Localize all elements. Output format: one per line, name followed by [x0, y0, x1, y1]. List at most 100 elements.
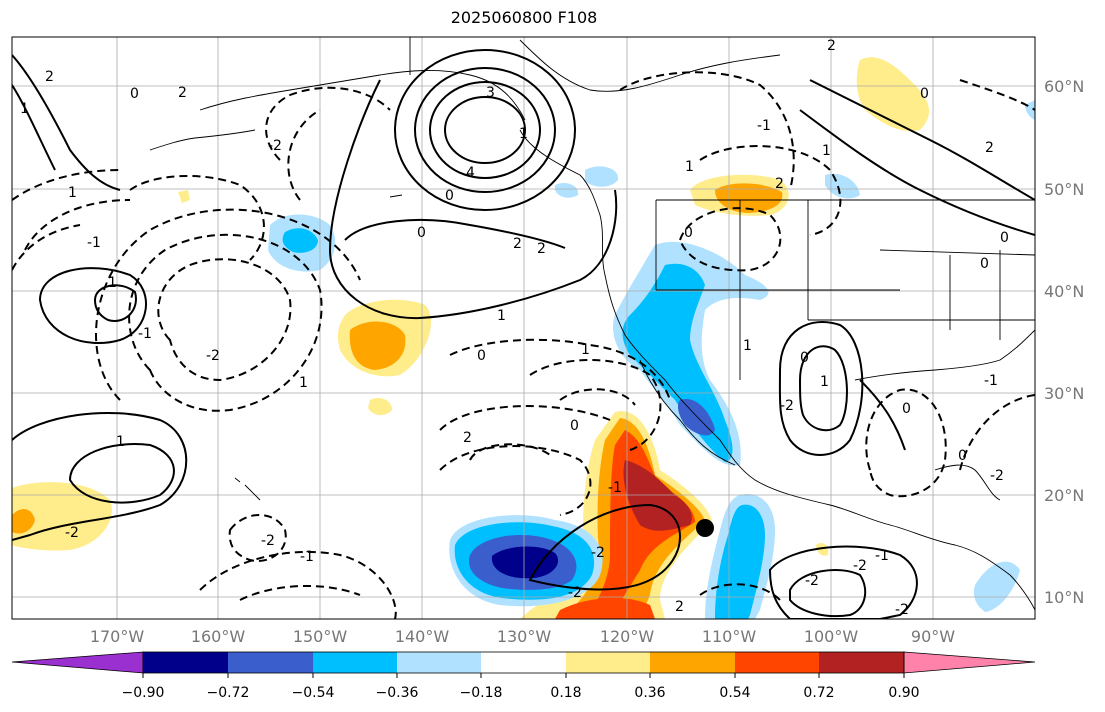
contour-label: 4: [466, 165, 475, 181]
contour-label: 1: [822, 143, 831, 159]
colorbar-label: −0.36: [376, 685, 419, 701]
contour-label: 1: [497, 308, 506, 324]
contour-label: 1: [685, 159, 694, 175]
contour-label: -2: [591, 545, 605, 561]
contour-label: 2: [513, 236, 522, 252]
contour-label: -2: [990, 468, 1004, 484]
positive-anomaly-nw-canada: [856, 57, 930, 132]
contour-label: -1: [984, 373, 998, 389]
lon-label: 170°W: [90, 627, 145, 646]
contour-label: 2: [827, 38, 836, 54]
colorbar-label: 0.72: [803, 685, 834, 701]
contour-label: 2: [463, 430, 472, 446]
positive-anomaly-ne-pacific-orange: [349, 321, 406, 370]
contour-label: 1: [68, 185, 77, 201]
contour-label: -1: [138, 326, 152, 342]
negative-anomaly-ne-pacific-blue: [282, 228, 318, 253]
colorbar-label: 0.18: [550, 685, 581, 701]
coastlines: [149, 37, 1035, 611]
lat-label: 40°N: [1044, 282, 1084, 301]
contour-label: 0: [980, 256, 989, 272]
dashed-contours: [12, 71, 1035, 619]
contour-label: 1: [581, 342, 590, 358]
negative-anomaly-caribbean: [973, 561, 1020, 612]
contour-label: 1: [108, 275, 117, 291]
lon-label: 130°W: [497, 627, 552, 646]
contour-label: -2: [65, 525, 79, 541]
colorbar-segment: [735, 652, 819, 673]
lon-label: 110°W: [702, 627, 757, 646]
colorbar-extend-high: [903, 651, 1036, 674]
colorbar-label: 0.90: [888, 685, 919, 701]
colorbar-label: −0.18: [460, 685, 503, 701]
positive-anomaly-canada-orange: [715, 183, 783, 213]
map-plot-area: [12, 37, 1035, 619]
negative-anomaly-coast: [555, 183, 579, 198]
colorbar-segment: [143, 652, 228, 673]
lat-label: 10°N: [1044, 588, 1084, 607]
contour-label: 0: [477, 348, 486, 364]
lon-label: 90°W: [911, 627, 955, 646]
contour-label: 0: [684, 225, 693, 241]
lon-label: 150°W: [293, 627, 348, 646]
contour-label: 2: [45, 69, 54, 85]
latitude-labels: 60°N 50°N 40°N 30°N 20°N 10°N: [1044, 77, 1084, 607]
negative-anomaly-bc: [585, 166, 619, 187]
colorbar-segment: [397, 652, 481, 673]
contour-label: -2: [805, 573, 819, 589]
negative-anomaly-mexico-blue: [715, 504, 765, 619]
colorbar-frame: [142, 651, 905, 674]
lon-label: 100°W: [804, 627, 859, 646]
contour-labels: 2 0 2 -1 1 1 2 0 3 1 4 0 2 2 1 0 -2 1 -1…: [20, 38, 1009, 618]
colorbar-ticks: [142, 673, 905, 678]
contour-label: 1: [820, 374, 829, 390]
lat-label: 50°N: [1044, 180, 1084, 199]
negative-anomaly-prairies: [825, 173, 860, 199]
lon-label: 120°W: [600, 627, 655, 646]
contour-label: 0: [130, 86, 139, 102]
positive-anomaly-hawaii-orange: [12, 508, 35, 534]
contour-label: 0: [417, 225, 426, 241]
colorbar-segment: [566, 652, 650, 673]
colorbar-segment: [228, 652, 313, 673]
contour-label: -2: [780, 398, 794, 414]
contour-label: -1: [875, 548, 889, 564]
map-title: 2025060800 F108: [450, 8, 598, 27]
lon-label: 160°W: [191, 627, 246, 646]
contour-label: 0: [800, 350, 809, 366]
colorbar-segment: [313, 652, 397, 673]
lat-label: 60°N: [1044, 77, 1084, 96]
colorbar-label: −0.54: [292, 685, 335, 701]
gridlines: [12, 37, 1035, 619]
contour-label: -1: [87, 235, 101, 251]
negative-anomaly-sw-us-core: [677, 399, 715, 436]
lat-label: 30°N: [1044, 384, 1084, 403]
contour-label: 0: [920, 86, 929, 102]
contour-label: 1: [20, 101, 29, 117]
colorbar: −0.90 −0.72 −0.54 −0.36 −0.18 0.18 0.36 …: [11, 651, 1036, 701]
shading: [12, 57, 1035, 619]
contour-label: 0: [902, 401, 911, 417]
contour-label: 0: [1000, 230, 1009, 246]
colorbar-segment: [650, 652, 735, 673]
negative-anomaly-pacific-core: [491, 546, 559, 579]
contour-label: 1: [519, 126, 528, 142]
colorbar-label: −0.72: [207, 685, 250, 701]
contour-label: -2: [261, 533, 275, 549]
map-frame: [11, 36, 1036, 620]
contour-label: 2: [675, 599, 684, 615]
contour-label: 0: [570, 418, 579, 434]
contour-label: -1: [608, 480, 622, 496]
longitude-labels: 170°W 160°W 150°W 140°W 130°W 120°W 110°…: [90, 627, 955, 646]
location-marker: [696, 519, 714, 537]
contour-label: -2: [895, 602, 909, 618]
colorbar-label: 0.54: [719, 685, 750, 701]
contour-label: 2: [775, 176, 784, 192]
contour-label: -2: [853, 558, 867, 574]
contour-label: -2: [568, 585, 582, 601]
contour-label: -2: [206, 348, 220, 364]
colorbar-label: −0.90: [122, 685, 165, 701]
lon-label: 140°W: [395, 627, 450, 646]
positive-anomaly-small: [368, 398, 392, 416]
positive-anomaly-mexico-small: [816, 543, 829, 556]
